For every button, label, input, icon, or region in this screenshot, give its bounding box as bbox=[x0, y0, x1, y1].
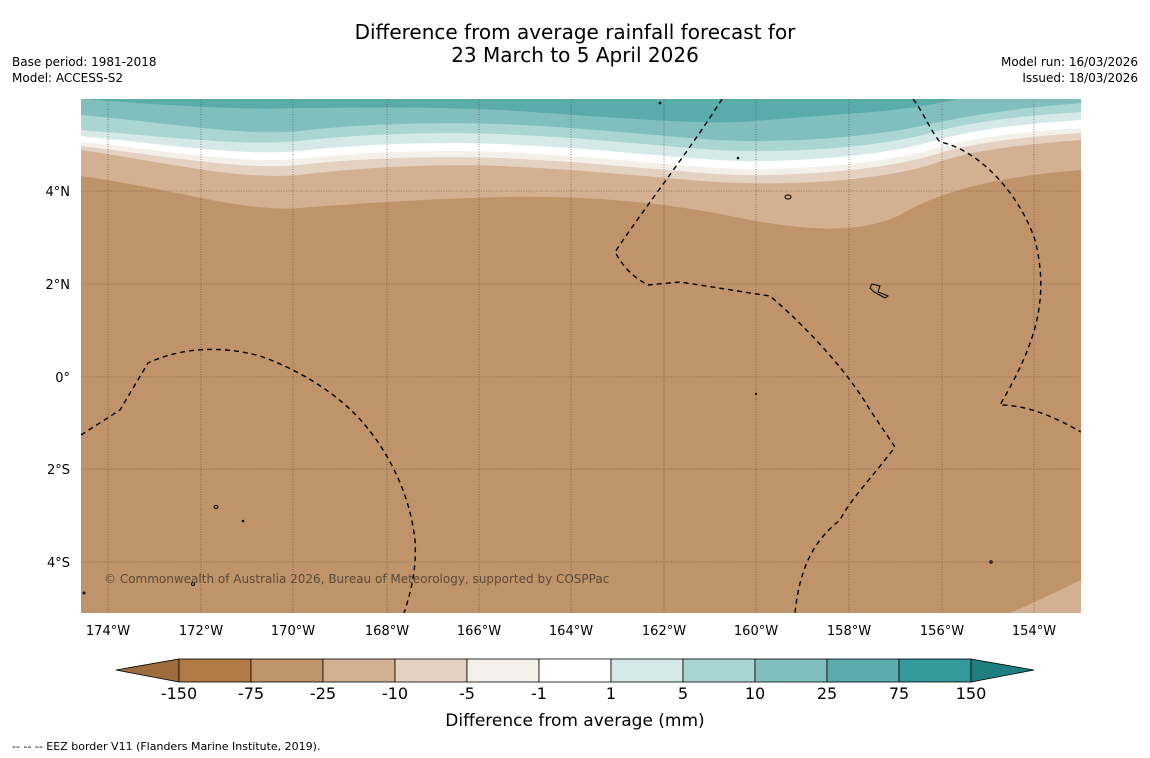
colorbar-segment bbox=[610, 658, 684, 683]
colorbar-extend-wet bbox=[970, 658, 1035, 683]
shading-band-plus25 bbox=[81, 99, 960, 123]
colorbar-segment bbox=[826, 658, 900, 683]
eez-border-central bbox=[614, 99, 896, 613]
colorbar-segment bbox=[754, 658, 828, 683]
lon-label: 174°W bbox=[86, 624, 130, 639]
lat-label: 4°N bbox=[46, 185, 71, 200]
meta-left: Base period: 1981-2018 Model: ACCESS-S2 bbox=[12, 54, 157, 86]
island bbox=[989, 560, 993, 564]
model-name: Model: ACCESS-S2 bbox=[12, 71, 124, 85]
colorbar-tick-label: -150 bbox=[161, 684, 197, 703]
eez-border-east bbox=[912, 99, 1081, 433]
lon-label: 166°W bbox=[457, 624, 501, 639]
eez-border-west bbox=[81, 348, 417, 613]
model-run: Model run: 16/03/2026 bbox=[1000, 55, 1138, 69]
lon-label: 160°W bbox=[734, 624, 778, 639]
island bbox=[869, 283, 890, 299]
map-area bbox=[81, 99, 1081, 613]
meta-right: Model run: 16/03/2026 Issued: 18/03/2026 bbox=[1001, 54, 1138, 86]
colorbar-segment bbox=[178, 658, 252, 683]
colorbar-segment bbox=[250, 658, 324, 683]
shading-patch-southeast bbox=[1010, 580, 1081, 613]
issued-date: Issued: 18/03/2026 bbox=[1022, 71, 1138, 85]
colorbar-tick-label: 75 bbox=[889, 684, 909, 703]
colorbar: -150 -75 -25 -10 -5 -1 1 5 10 25 75 150 … bbox=[115, 658, 1035, 731]
lat-label: 2°N bbox=[46, 278, 71, 293]
lon-label: 162°W bbox=[642, 624, 686, 639]
lon-label: 170°W bbox=[271, 624, 315, 639]
colorbar-tick-label: 5 bbox=[678, 684, 688, 703]
colorbar-extend-dry bbox=[115, 658, 180, 683]
colorbar-tick-label: -1 bbox=[531, 684, 547, 703]
lon-label: 156°W bbox=[920, 624, 964, 639]
lat-label: 0° bbox=[55, 371, 70, 386]
colorbar-title: Difference from average (mm) bbox=[445, 711, 704, 731]
longitude-labels: 174°W 172°W 170°W 168°W 166°W 164°W 162°… bbox=[86, 624, 1056, 639]
lon-label: 172°W bbox=[179, 624, 223, 639]
base-period: Base period: 1981-2018 bbox=[12, 55, 157, 69]
island bbox=[191, 582, 195, 586]
map-title-line-2: 23 March to 5 April 2026 bbox=[451, 43, 699, 67]
colorbar-tick-label: 25 bbox=[817, 684, 837, 703]
lat-label: 2°S bbox=[47, 463, 70, 478]
lat-label: 4°S bbox=[47, 556, 70, 571]
colorbar-tick-label: -5 bbox=[459, 684, 475, 703]
island bbox=[213, 505, 219, 509]
copyright-notice: © Commonwealth of Australia 2026, Bureau… bbox=[104, 572, 610, 586]
eez-borders bbox=[81, 99, 1081, 613]
graticule bbox=[81, 99, 1081, 613]
colorbar-segment bbox=[898, 658, 972, 683]
colorbar-segment bbox=[466, 658, 540, 683]
island bbox=[82, 591, 86, 595]
island bbox=[658, 101, 662, 105]
colorbar-tick-label: 1 bbox=[606, 684, 616, 703]
islands bbox=[82, 101, 993, 595]
lon-label: 158°W bbox=[827, 624, 871, 639]
map-title-line-1: Difference from average rainfall forecas… bbox=[354, 20, 796, 44]
colorbar-tick-label: -75 bbox=[238, 684, 264, 703]
island bbox=[784, 194, 792, 200]
colorbar-tick-label: 150 bbox=[956, 684, 987, 703]
colorbar-segment bbox=[682, 658, 756, 683]
island bbox=[754, 392, 758, 396]
colorbar-segment bbox=[538, 658, 612, 683]
colorbar-segment bbox=[394, 658, 468, 683]
island bbox=[241, 519, 245, 523]
colorbar-segment bbox=[322, 658, 396, 683]
colorbar-tick-label: -25 bbox=[310, 684, 336, 703]
island bbox=[736, 156, 740, 160]
lon-label: 164°W bbox=[549, 624, 593, 639]
lon-label: 154°W bbox=[1012, 624, 1056, 639]
colorbar-tick-label: -10 bbox=[382, 684, 408, 703]
lon-label: 168°W bbox=[365, 624, 409, 639]
colorbar-tick-label: 10 bbox=[745, 684, 765, 703]
eez-footnote: -- -- -- EEZ border V11 (Flanders Marine… bbox=[12, 740, 321, 753]
latitude-labels: 4°N 2°N 0° 2°S 4°S bbox=[46, 185, 71, 571]
